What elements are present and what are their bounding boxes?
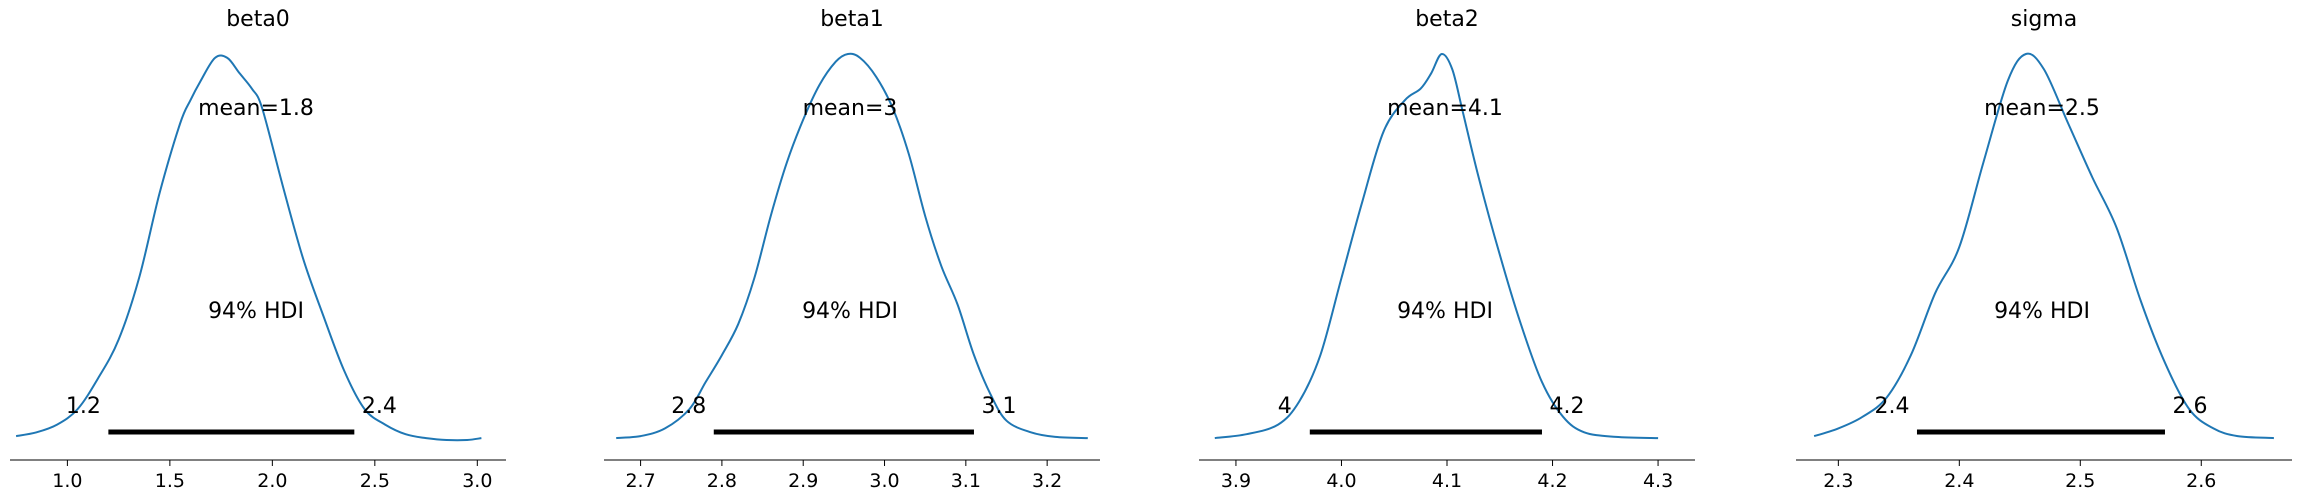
panel-beta0: beta0 mean=1.8 94% HDI 1.2 2.4 1.0 1.5 2.0 2.5 3.… [10,7,506,492]
hdi-high-label: 3.1 [981,394,1016,419]
panel-sigma: sigma mean=2.5 94% HDI 2.4 2.6 2.3 2.4 2.5 2.6 [1796,7,2292,492]
panel-title: beta2 [1415,7,1479,32]
panel-title: beta0 [226,7,290,32]
mean-label: mean=1.8 [198,96,314,121]
x-tick-label: 2.5 [360,470,390,492]
mean-label: mean=2.5 [1984,96,2100,121]
x-tick-label: 2.6 [2186,470,2216,492]
panel-title: sigma [2011,7,2077,32]
mean-label: mean=4.1 [1387,96,1503,121]
density-curve [616,52,1088,440]
density-curve [1813,52,2274,440]
hdi-high-label: 2.6 [2172,394,2207,419]
mean-label: mean=3 [803,96,898,121]
panel-beta1: beta1 mean=3 94% HDI 2.8 3.1 2.7 2.8 2.9 3.0 3.1 3… [604,7,1100,492]
x-tick-label: 2.8 [707,470,737,492]
hdi-low-label: 4 [1278,394,1292,419]
x-tick-label: 2.5 [2065,470,2095,492]
hdi-low-label: 2.8 [671,394,706,419]
x-tick-label: 3.2 [1032,470,1062,492]
x-tick-label: 2.3 [1823,470,1853,492]
x-tick-label: 3.0 [869,470,899,492]
x-tick-label: 3.1 [951,470,981,492]
x-tick-label: 1.5 [155,470,185,492]
x-tick-label: 2.9 [788,470,818,492]
x-tick-label: 2.4 [1944,470,1974,492]
x-tick-label: 4.1 [1432,470,1462,492]
panel-beta2: beta2 mean=4.1 94% HDI 4 4.2 3.9 4.0 4.1 4.2 4.3 [1199,7,1695,492]
x-tick-label: 2.0 [257,470,287,492]
hdi-label: 94% HDI [1397,299,1493,324]
x-tick-label: 1.0 [52,470,82,492]
hdi-high-label: 4.2 [1549,394,1584,419]
hdi-label: 94% HDI [208,299,304,324]
panel-title: beta1 [820,7,884,32]
x-tick-label: 4.0 [1326,470,1356,492]
x-tick-label: 3.0 [462,470,492,492]
x-tick-label: 4.3 [1643,470,1673,492]
hdi-low-label: 1.2 [66,394,101,419]
x-tick-label: 4.2 [1537,470,1567,492]
x-tick-label: 2.7 [625,470,655,492]
hdi-label: 94% HDI [802,299,898,324]
hdi-low-label: 2.4 [1874,394,1909,419]
density-curve [15,54,482,442]
density-curve [1214,53,1659,440]
hdi-label: 94% HDI [1994,299,2090,324]
x-tick-label: 3.9 [1221,470,1251,492]
hdi-high-label: 2.4 [362,394,397,419]
